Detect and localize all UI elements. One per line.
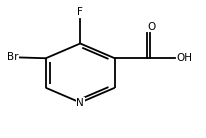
Text: OH: OH xyxy=(176,53,192,63)
Text: Br: Br xyxy=(7,52,19,63)
Text: N: N xyxy=(76,98,84,108)
Text: O: O xyxy=(147,22,155,32)
Text: F: F xyxy=(77,7,83,17)
